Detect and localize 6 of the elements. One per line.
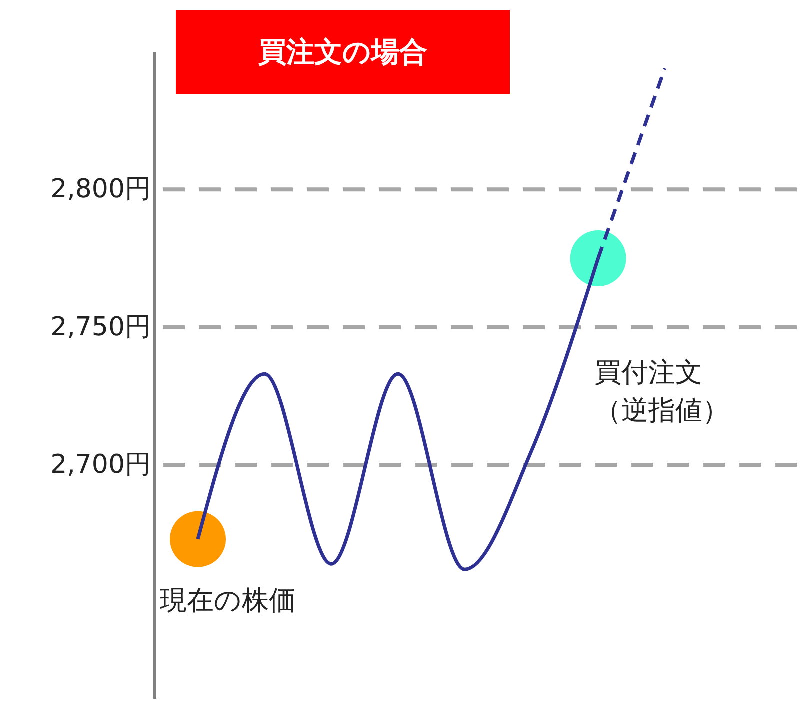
annotation: 買付注文（逆指値） (594, 357, 730, 426)
y-tick-label: 2,700円 (50, 450, 151, 480)
y-tick-label: 2,800円 (50, 174, 151, 205)
annotation: 現在の株価 (160, 585, 296, 616)
chart-title: 買注文の場合 (258, 36, 428, 68)
y-tick-label: 2,750円 (50, 312, 151, 342)
